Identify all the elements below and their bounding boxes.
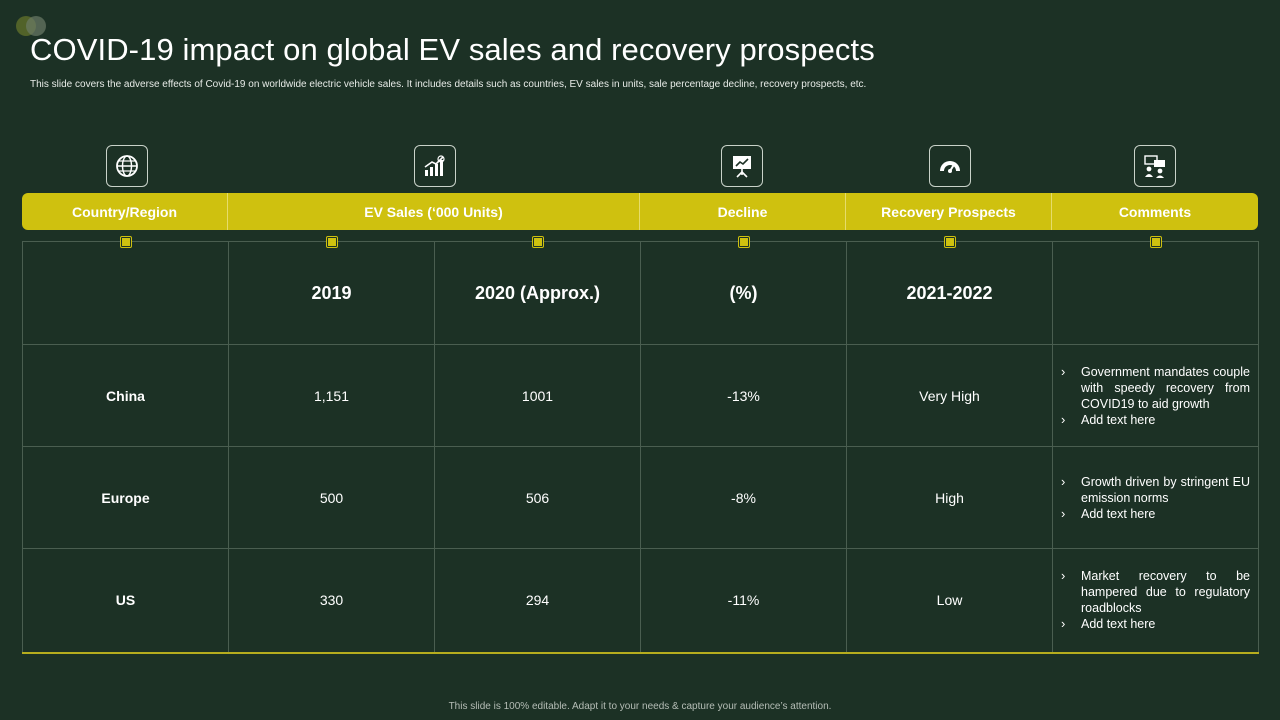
comments-cell: Market recovery to be hampered due to re… [1052,548,1259,654]
logo-dots [16,16,56,38]
footer-note: This slide is 100% editable. Adapt it to… [448,701,832,712]
page-subtitle: This slide covers the adverse effects of… [30,79,867,90]
ev-sales-table: 2019 2020 (Approx.) (%) 2021-2022 China … [22,241,1259,654]
subheader-empty [22,241,229,345]
header-decline: Decline [640,193,846,230]
comment-item: Add text here [1061,506,1250,522]
logo-dot-2 [26,16,46,36]
growth-chart-icon [414,145,456,187]
table-subheader-row: 2019 2020 (Approx.) (%) 2021-2022 [22,241,1259,345]
comment-list: Market recovery to be hampered due to re… [1061,568,1250,632]
header-comments: Comments [1118,203,1192,220]
column-marker [120,236,132,248]
decline-cell: -11% [640,548,847,654]
column-marker [532,236,544,248]
header-country-region: Country/Region [22,193,228,230]
comments-cell: Growth driven by stringent EU emission n… [1052,446,1259,549]
comment-item: Market recovery to be hampered due to re… [1061,568,1250,616]
region-cell: Europe [22,446,229,549]
comment-list: Government mandates couple with speedy r… [1061,364,1250,428]
subheader-2019: 2019 [228,241,435,345]
comment-item: Add text here [1061,616,1250,632]
recovery-cell: Very High [846,344,1053,447]
table-header-bar: Country/Region EV Sales (‘000 Units) Dec… [22,193,1258,230]
column-marker [326,236,338,248]
column-markers [22,236,1258,249]
column-marker [1150,236,1162,248]
column-marker [944,236,956,248]
region-cell: China [22,344,229,447]
subheader-percent: (%) [640,241,847,345]
decline-cell: -8% [640,446,847,549]
table-row: China 1,151 1001 -13% Very High Governme… [22,344,1259,447]
comments-cell: Government mandates couple with speedy r… [1052,344,1259,447]
comment-item: Add text here [1061,412,1250,428]
sales-2019-cell: 500 [228,446,435,549]
team-meeting-icon [1134,145,1176,187]
icons-row [22,145,1258,187]
presentation-board-icon [721,145,763,187]
comment-item: Government mandates couple with speedy r… [1061,364,1250,412]
sales-2019-cell: 1,151 [228,344,435,447]
subheader-period: 2021-2022 [846,241,1053,345]
gauge-icon [929,145,971,187]
subheader-comments-empty [1052,241,1259,345]
page-title: COVID-19 impact on global EV sales and r… [30,32,875,67]
sales-2020-cell: 506 [434,446,641,549]
globe-icon [106,145,148,187]
table-row: Europe 500 506 -8% High Growth driven by… [22,446,1259,549]
table-row: US 330 294 -11% Low Market recovery to b… [22,548,1259,654]
header-recovery-prospects: Recovery Prospects [846,193,1052,230]
sales-2020-cell: 1001 [434,344,641,447]
recovery-cell: Low [846,548,1053,654]
region-cell: US [22,548,229,654]
sales-2020-cell: 294 [434,548,641,654]
recovery-cell: High [846,446,1053,549]
header-ev-sales: EV Sales (‘000 Units) [228,193,640,230]
sales-2019-cell: 330 [228,548,435,654]
subheader-2020: 2020 (Approx.) [434,241,641,345]
comment-list: Growth driven by stringent EU emission n… [1061,474,1250,522]
column-marker [738,236,750,248]
comment-item: Growth driven by stringent EU emission n… [1061,474,1250,506]
decline-cell: -13% [640,344,847,447]
